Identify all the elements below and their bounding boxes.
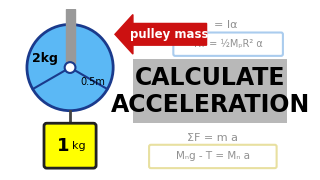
Polygon shape — [115, 15, 207, 54]
Circle shape — [65, 62, 76, 73]
Text: 2kg: 2kg — [32, 52, 58, 65]
Text: = Iα: = Iα — [214, 20, 237, 30]
Text: 0.5m: 0.5m — [81, 77, 106, 87]
Text: pulley mass: pulley mass — [131, 28, 209, 41]
Text: CALCULATE: CALCULATE — [135, 66, 285, 90]
Bar — [66, 9, 75, 63]
Text: 1: 1 — [57, 137, 69, 155]
FancyBboxPatch shape — [149, 145, 276, 168]
FancyBboxPatch shape — [44, 123, 96, 168]
Text: ΣF = m a: ΣF = m a — [187, 133, 238, 143]
FancyBboxPatch shape — [173, 33, 283, 56]
Circle shape — [27, 24, 113, 111]
Bar — [133, 58, 287, 123]
Text: RT = ½MₚR² α: RT = ½MₚR² α — [194, 39, 262, 49]
Text: kg: kg — [72, 141, 86, 151]
Text: Mₙg - T = Mₙ a: Mₙg - T = Mₙ a — [176, 151, 250, 161]
Text: ACCELERATION: ACCELERATION — [110, 93, 310, 117]
